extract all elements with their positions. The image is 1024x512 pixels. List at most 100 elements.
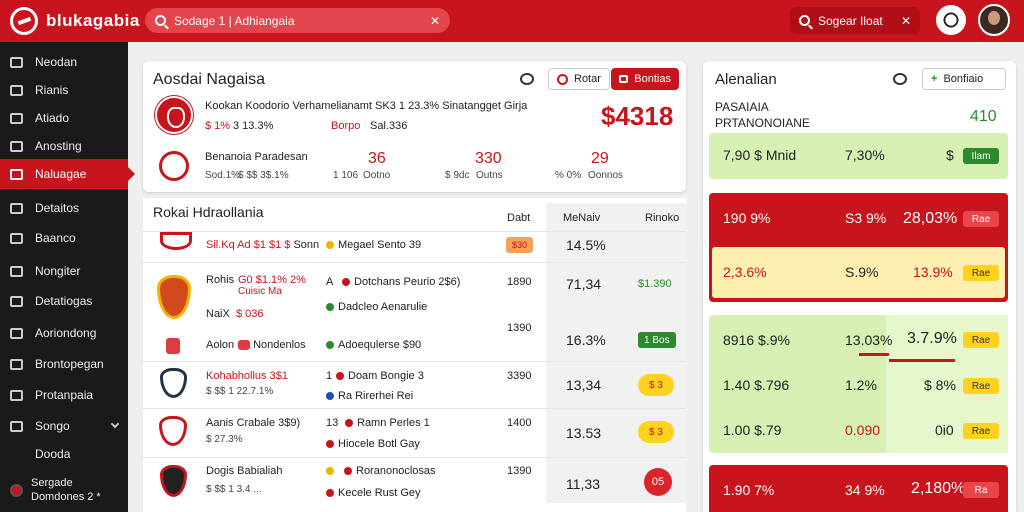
odds-block[interactable]: 1.90 7% 34 9% 2,180% Ra [709,465,1008,512]
odds-pill[interactable]: Rae [963,265,999,281]
sidebar-item-label: Dooda [35,447,71,461]
row3-team-sub: $ 27.3% [206,434,243,445]
column-header-3[interactable]: Rinoko [645,212,680,224]
row2-pill[interactable]: $ 3 [638,374,674,396]
row1-event-prefix: A [326,276,334,288]
bonfiaio-button[interactable]: + Bonfiaio [922,68,1006,90]
odds-pill[interactable]: Rae [963,211,999,227]
row0-event: Megael Sento 39 [326,239,421,251]
odds-pill[interactable]: Rae [963,423,999,439]
match1-stat3: Borpo [331,120,361,132]
row0-odd[interactable]: $30 [506,237,534,253]
search-input[interactable] [173,13,422,28]
match1-stat2: 3 13.3% [233,120,274,132]
sidebar-item-13[interactable]: Dooda [0,439,128,469]
bontias-label: Bontias [634,73,671,85]
odds-block[interactable]: 7,90 $ Mnid 7,30% $ Ilam [709,133,1008,179]
sidebar-item-label: Protanpaia [35,388,94,402]
odds-left: 2,3.6% [723,264,767,280]
sidebar-item-6[interactable]: Baanco [0,223,128,253]
row1-pill[interactable]: 1 Bos [638,332,676,348]
odds-left: 190 9% [723,210,771,226]
row1-team: Rohis [206,274,235,286]
match1-stat4: Sal.336 [370,120,408,132]
odds-pill[interactable]: Rae [963,332,999,348]
row4-badge[interactable]: 05 [644,468,672,496]
close-icon[interactable]: ✕ [429,13,440,28]
match2-col3-value: 29 [591,150,609,167]
sidebar-item-0[interactable]: Neodan [0,47,128,77]
sidebar-item-8[interactable]: Detatiogas [0,286,128,316]
odds-right: 2,180% [911,480,966,497]
column-header-2[interactable]: MeNaiv [563,212,601,224]
status-dot [326,489,334,498]
row3-team: Aanis Crabale 3$9) [206,417,301,429]
bonfiaio-label: Bonfiaio [943,73,984,85]
status-dot [326,392,334,401]
status-dot [336,372,344,381]
row1-team-red: G0 $1.1% 2% [238,274,306,286]
match2-col2-a: $ 9dc [445,170,470,181]
match2-col2-b: Outns [476,170,503,181]
row3-event: Ramn Perles 1 [345,417,430,429]
odds-pill[interactable]: Ra [963,482,999,498]
chat-icon[interactable] [520,73,534,85]
odds-right: 28,03% [903,210,958,227]
sidebar-item-9[interactable]: Aoriondong [0,318,128,348]
match2-col1-b: Ootno [363,170,391,181]
chevron-down-icon [110,419,120,429]
row1-team-sub: Cuisic Ma [238,286,282,297]
row1-badge: Nondenlos [238,339,306,351]
sidebar-item-2[interactable]: Atiado [0,103,128,133]
odds-pill[interactable]: Ilam [963,148,999,164]
avatar[interactable] [978,4,1010,36]
sidebar-item-1[interactable]: Rianis [0,75,128,105]
featured-card: Aosdai Nagaisa Rotar Bontias Kookan Kood… [143,61,686,192]
card-icon [10,265,23,277]
rotar-button[interactable]: Rotar [548,68,610,90]
football-icon[interactable] [936,5,966,35]
chat-icon[interactable] [893,73,907,85]
close-icon[interactable]: ✕ [900,13,911,28]
sidebar-item-10[interactable]: Brontopegan [0,349,128,379]
odds-block[interactable]: 2,3.6% S.9% 13.9% Rae [712,247,1005,298]
row1-team-sub4: Aolon [206,339,235,351]
column-header-1[interactable]: Dabt [507,212,531,224]
featured-title: Aosdai Nagaisa [153,71,266,88]
box-icon [10,202,23,214]
row-divider [143,262,686,263]
search-icon [155,15,166,26]
row2-event: Doam Bongie 3 [336,370,424,382]
odds-block-group: 8916 $.9% 13.03% 3.7.9% Rae 1.40 $.796 1… [709,315,1008,453]
sidebar-item-label: Neodan [35,55,78,69]
row-divider [143,361,686,362]
sidebar-item-12[interactable]: Songo [0,411,128,441]
sidebar-item-11[interactable]: Protanpaia [0,380,128,410]
rotar-label: Rotar [574,73,601,85]
row3-event-prefix: 13 [326,417,339,429]
bontias-button[interactable]: Bontias [611,68,679,90]
secondary-search[interactable]: Sogear Iloat ✕ [790,7,920,34]
odds-right: $ [946,147,954,163]
search-bar[interactable]: ✕ [145,8,450,33]
sidebar-footer[interactable]: Sergade Domdones 2 * [10,476,101,504]
sidebar-item-5[interactable]: Detaitos [0,193,128,223]
odds-left: 1.00 $.79 [723,422,782,438]
match1-name: Kookan Koodorio Verhamelianamt SK3 1 23.… [205,100,528,112]
row4-odd: 1390 [507,465,532,477]
team-crest [160,232,192,250]
row1-event3: Adoequlerse $90 [326,339,421,351]
odds-left: 7,90 $ Mnid [723,147,797,163]
odds-pill[interactable]: Rae [963,378,999,394]
status-dot [326,341,334,350]
team-crest [159,151,189,181]
sidebar-item-7[interactable]: Nongiter [0,256,128,286]
row3-pill[interactable]: $ 3 [638,421,674,443]
secondary-search-label: Sogear Iloat [818,13,883,28]
logo[interactable]: blukagabia [10,7,140,35]
sidebar-item-4[interactable]: Naluagae [0,159,135,189]
pin-icon [10,84,23,96]
sidebar-item-3[interactable]: Anosting [0,131,128,161]
row-divider [143,408,686,409]
status-dot [326,440,334,449]
